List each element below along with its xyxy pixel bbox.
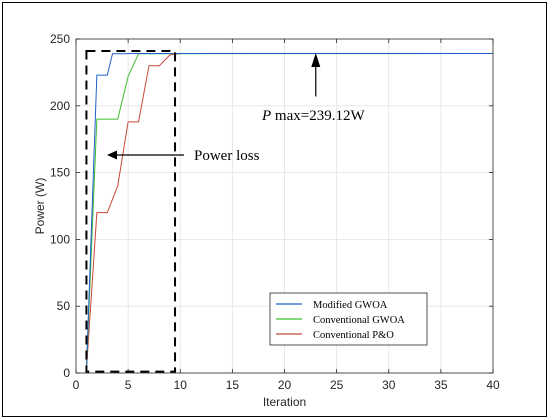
y-tick-label: 100	[50, 232, 70, 246]
dashed-highlight-box	[85, 50, 177, 373]
x-tick-label: 15	[226, 378, 240, 392]
x-tick-label: 20	[278, 378, 292, 392]
power-loss-label: Power loss	[194, 148, 260, 164]
y-axis-label: Power (W)	[33, 178, 47, 235]
legend: Modified GWOA Conventional GWOA Convention…	[269, 292, 428, 346]
x-tick-label: 5	[125, 378, 132, 392]
legend-entry-2: Conventional P&O	[313, 330, 394, 341]
pmax-value: max=239.12W	[271, 108, 365, 124]
series-line-2	[85, 53, 493, 371]
x-tick-label: 10	[174, 378, 188, 392]
x-axis-label: Iteration	[263, 395, 306, 409]
y-tick-label: 150	[50, 166, 70, 180]
y-tick-label: 50	[57, 299, 71, 313]
x-tick-label: 0	[73, 378, 80, 392]
x-tick-label: 40	[486, 378, 500, 392]
x-tick-label: 25	[330, 378, 344, 392]
pmax-prefix: P	[261, 108, 271, 124]
y-tick-label: 0	[63, 366, 70, 380]
series-lines	[85, 53, 494, 371]
series-line-0	[85, 53, 493, 371]
ticks: 0 5 10 15 20 25 30 35 40 0 50 100 150 200 250	[50, 32, 500, 392]
legend-entry-0: Modified GWOA	[313, 300, 388, 311]
pmax-arrow-head	[311, 53, 321, 68]
legend-entry-1: Conventional GWOA	[313, 315, 405, 326]
annotations: P max=239.12W Power loss	[85, 50, 365, 373]
y-tick-label: 250	[50, 32, 70, 46]
power-loss-arrow-head	[107, 150, 117, 160]
pmax-label: P max=239.12W	[261, 108, 365, 124]
y-tick-label: 200	[50, 99, 70, 113]
x-tick-label: 35	[434, 378, 448, 392]
x-tick-label: 30	[382, 378, 396, 392]
